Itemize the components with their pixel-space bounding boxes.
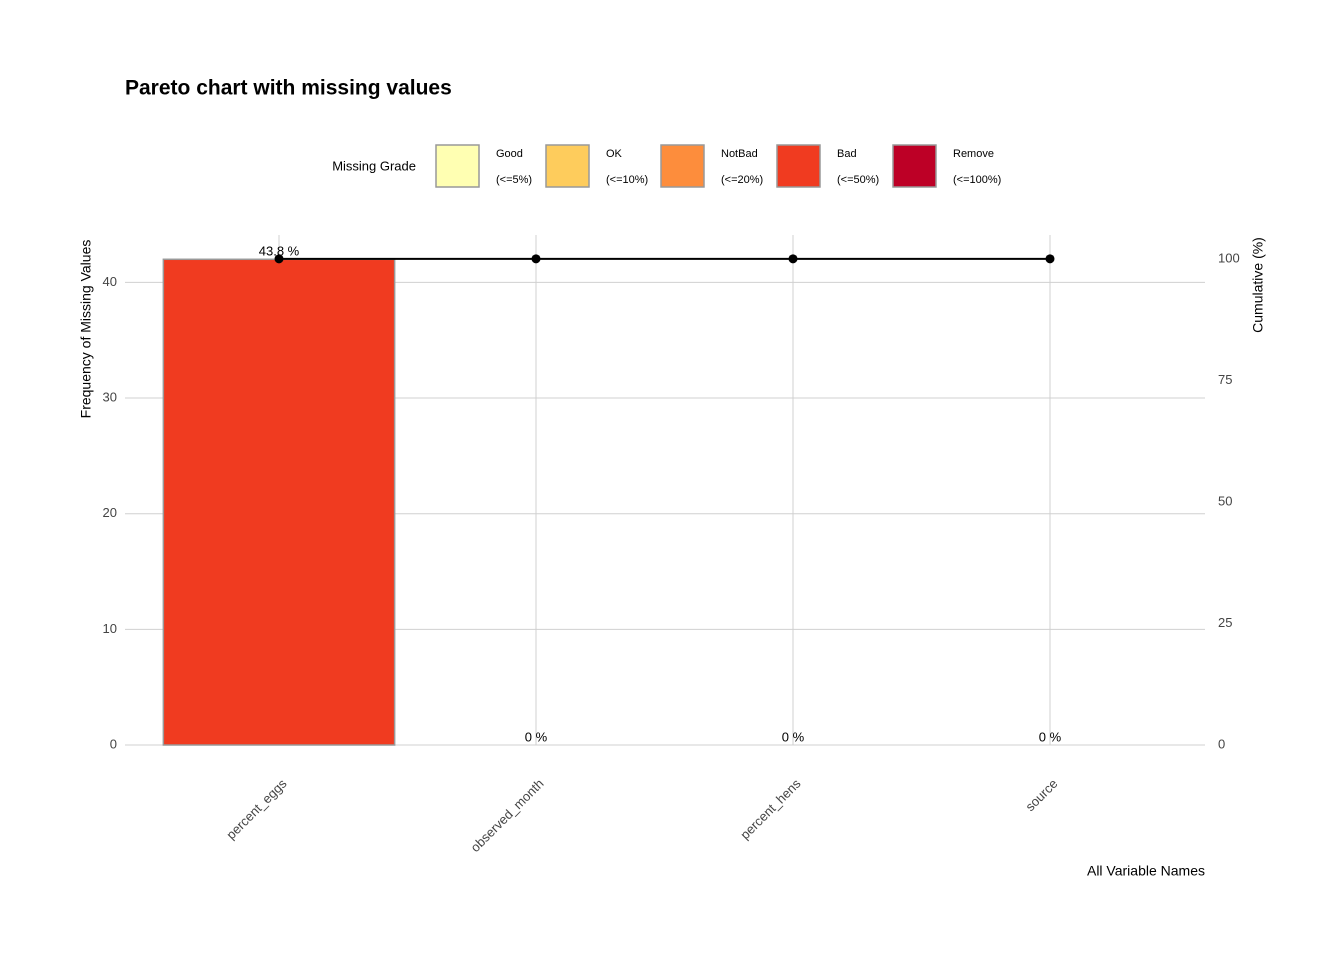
legend-label: Remove bbox=[953, 148, 994, 160]
legend-swatch bbox=[545, 144, 590, 188]
legend-swatch bbox=[435, 144, 480, 188]
x-tick-label: percent_eggs bbox=[223, 776, 290, 843]
x-axis-title: All Variable Names bbox=[1087, 863, 1205, 879]
x-tick-label: observed_month bbox=[467, 776, 546, 855]
cumulative-point bbox=[788, 254, 798, 264]
legend-range: (<=20%) bbox=[721, 174, 763, 186]
y2-tick-label: 75 bbox=[1218, 372, 1232, 387]
y2-tick-label: 100 bbox=[1218, 250, 1240, 265]
legend-range: (<=50%) bbox=[837, 174, 879, 186]
legend-label: OK bbox=[606, 148, 623, 160]
percent-label: 0 % bbox=[525, 729, 548, 744]
percent-label: 0 % bbox=[782, 729, 805, 744]
percent-label: 0 % bbox=[1039, 729, 1062, 744]
y-axis-title: Frequency of Missing Values bbox=[78, 240, 94, 419]
y-tick-label: 10 bbox=[103, 621, 117, 636]
y-tick-label: 20 bbox=[103, 505, 117, 520]
legend-range: (<=5%) bbox=[496, 174, 532, 186]
legend-range: (<=10%) bbox=[606, 174, 648, 186]
y2-tick-label: 25 bbox=[1218, 615, 1232, 630]
y-tick-label: 0 bbox=[110, 736, 117, 751]
legend-title: Missing Grade bbox=[332, 158, 416, 173]
y2-tick-label: 0 bbox=[1218, 736, 1225, 751]
y2-tick-label: 50 bbox=[1218, 493, 1232, 508]
percent-label: 43.8 % bbox=[259, 244, 300, 259]
legend-label: Good bbox=[496, 148, 523, 160]
y-tick-label: 40 bbox=[103, 274, 117, 289]
legend-range: (<=100%) bbox=[953, 174, 1001, 186]
bar bbox=[162, 258, 396, 746]
legend-label: NotBad bbox=[721, 148, 758, 160]
cumulative-point bbox=[531, 254, 541, 264]
cumulative-point bbox=[274, 254, 284, 264]
x-tick-label: percent_hens bbox=[737, 776, 804, 843]
y-tick-label: 30 bbox=[103, 389, 117, 404]
chart-title: Pareto chart with missing values bbox=[125, 77, 452, 100]
x-tick-label: source bbox=[1022, 776, 1060, 814]
cumulative-point bbox=[1045, 254, 1055, 264]
legend-swatch bbox=[660, 144, 705, 188]
legend-label: Bad bbox=[837, 148, 857, 160]
legend-swatch bbox=[892, 144, 937, 188]
y2-axis-title: Cumulative (%) bbox=[1250, 237, 1266, 333]
legend-swatch bbox=[776, 144, 821, 188]
